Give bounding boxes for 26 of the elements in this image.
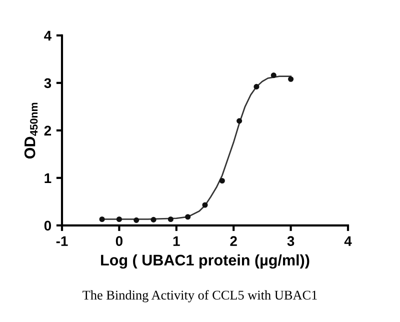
y-tick-label: 2 <box>44 126 52 136</box>
text: The Binding Activity of CCL5 with UBAC1 <box>82 290 317 302</box>
point <box>288 76 294 82</box>
y-tick-label: 1 <box>44 173 52 183</box>
point <box>150 216 156 222</box>
y-axis-title: OD$_{450nm}$ <box>24 102 38 159</box>
point <box>99 216 105 222</box>
x-tick-label: -1 <box>56 236 68 246</box>
x-axis-title: Log ( UBAC1 protein (µg/ml)) <box>101 254 310 269</box>
point <box>219 178 225 184</box>
point <box>168 216 174 222</box>
point <box>254 84 260 90</box>
point <box>202 202 208 208</box>
x-tick-label: 2 <box>230 236 237 246</box>
point <box>116 216 122 222</box>
y-tick-label: 4 <box>44 30 52 40</box>
point <box>236 118 242 124</box>
y-tick-label: 3 <box>44 78 52 88</box>
point <box>185 214 191 220</box>
x-tick-label: 1 <box>173 236 180 246</box>
point <box>134 217 140 223</box>
x-tick-label: 0 <box>116 236 122 246</box>
x-tick-label: 3 <box>287 236 294 246</box>
y-tick-label: 0 <box>44 220 52 231</box>
x-tick-label: 4 <box>344 236 352 246</box>
point <box>270 72 276 78</box>
